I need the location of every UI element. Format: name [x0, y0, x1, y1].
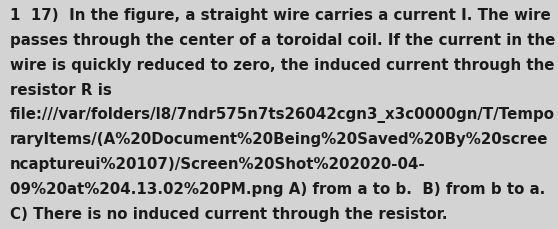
Text: wire is quickly reduced to zero, the induced current through the: wire is quickly reduced to zero, the ind…	[10, 57, 555, 72]
Text: file:///var/folders/l8/7ndr575n7ts26042cgn3_x3c0000gn/T/Tempo: file:///var/folders/l8/7ndr575n7ts26042c…	[10, 107, 555, 123]
Text: raryItems/(A%20Document%20Being%20Saved%20By%20scree: raryItems/(A%20Document%20Being%20Saved%…	[10, 132, 549, 147]
Text: 1  17)  In the figure, a straight wire carries a current I. The wire: 1 17) In the figure, a straight wire car…	[10, 8, 551, 23]
Text: 09%20at%204.13.02%20PM.png A) from a to b.  B) from b to a.: 09%20at%204.13.02%20PM.png A) from a to …	[10, 181, 545, 196]
Text: C) There is no induced current through the resistor.: C) There is no induced current through t…	[10, 206, 448, 221]
Text: resistor R is: resistor R is	[10, 82, 112, 97]
Text: ncaptureui%20107)/Screen%20Shot%202020-04-: ncaptureui%20107)/Screen%20Shot%202020-0…	[10, 156, 426, 171]
Text: passes through the center of a toroidal coil. If the current in the: passes through the center of a toroidal …	[10, 33, 555, 48]
